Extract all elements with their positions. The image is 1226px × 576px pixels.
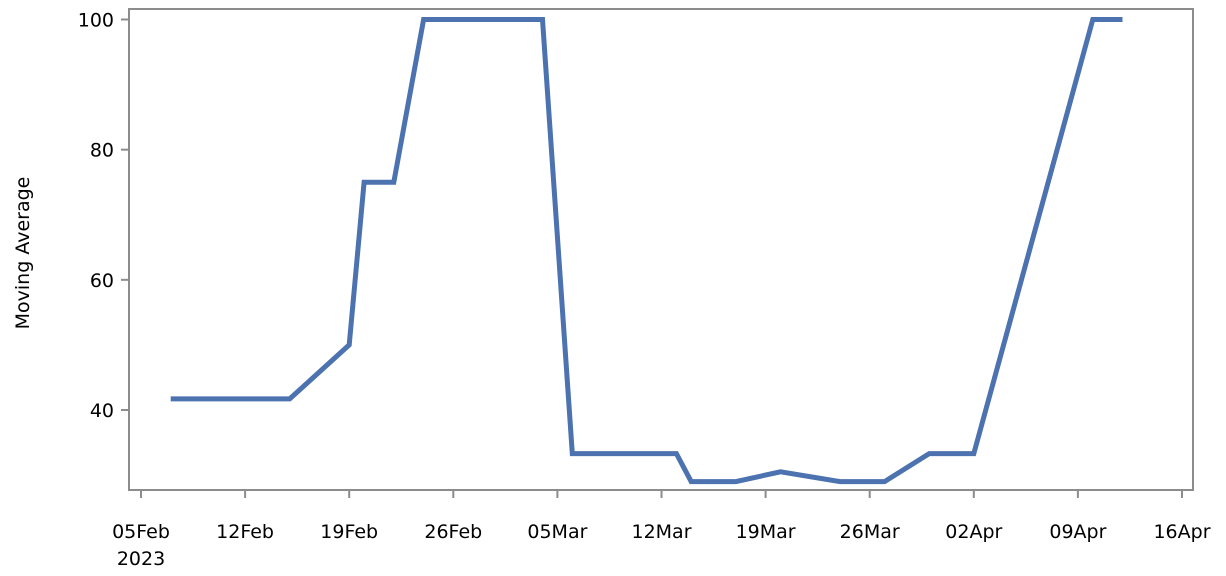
plot-frame bbox=[128, 8, 1194, 491]
y-tick-label: 80 bbox=[90, 140, 114, 162]
y-axis: 40 60 80 100 bbox=[78, 10, 129, 422]
x-tick-sublabel: 2023 bbox=[117, 548, 165, 570]
x-tick-label: 16Apr bbox=[1153, 521, 1210, 543]
x-tick-label: 26Mar bbox=[840, 521, 900, 543]
y-tick-label: 100 bbox=[78, 10, 114, 32]
x-tick-label: 19Mar bbox=[736, 521, 796, 543]
x-tick-label: 12Mar bbox=[631, 521, 691, 543]
x-tick-label: 26Feb bbox=[424, 521, 482, 543]
x-tick-label: 19Feb bbox=[320, 521, 378, 543]
x-tick-label: 09Apr bbox=[1049, 521, 1106, 543]
series-layer bbox=[170, 17, 1123, 485]
y-tick-label: 40 bbox=[90, 400, 114, 422]
x-tick-label: 02Apr bbox=[945, 521, 1002, 543]
x-axis: 05Feb 2023 12Feb 19Feb 26Feb 05Mar 12Mar 19Mar 2… bbox=[112, 490, 1211, 570]
x-tick-label: 05Mar bbox=[527, 521, 587, 543]
y-tick-label: 60 bbox=[90, 270, 114, 292]
x-tick-label: 05Feb bbox=[112, 521, 170, 543]
series-line bbox=[170, 17, 1123, 485]
x-tick-label: 12Feb bbox=[216, 521, 274, 543]
y-axis-title: Moving Average bbox=[12, 177, 34, 330]
